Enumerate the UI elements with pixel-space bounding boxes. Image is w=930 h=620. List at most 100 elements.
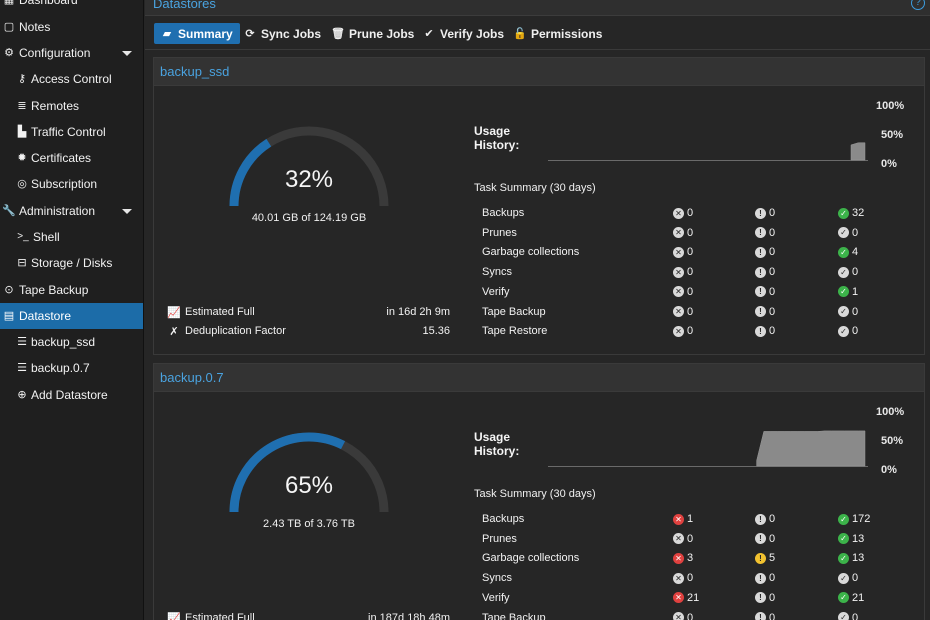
task-row[interactable]: Syncs ✕ 0 ! 0 ✓ 0 [474, 569, 914, 589]
datastore-header: backup.0.7 [154, 364, 924, 392]
datastore-header: backup_ssd [154, 58, 924, 86]
task-ok-count[interactable]: ✓ 0 [838, 612, 858, 620]
sidebar-item-subscription[interactable]: ◎ Subscription [0, 171, 143, 197]
task-error-count[interactable]: ✕ 21 [673, 592, 699, 604]
task-ok-count[interactable]: ✓ 4 [838, 246, 858, 258]
task-ok-count[interactable]: ✓ 32 [838, 207, 864, 219]
task-row[interactable]: Syncs ✕ 0! 0 ✓ 0 [474, 263, 914, 283]
task-error-count[interactable]: ✕ 0 [673, 306, 693, 318]
task-row[interactable]: Verify ✕ 21! 0 ✓ 21 [474, 589, 914, 609]
times-circle-icon: ✕ [673, 246, 684, 258]
tab-summary[interactable]: ▰ Summary [154, 23, 240, 44]
refresh-icon: ⟳ [245, 28, 255, 40]
sidebar-item-traffic-control[interactable]: ▙ Traffic Control [0, 119, 143, 145]
sidebar-item-tape-backup[interactable]: ⊙ Tape Backup [0, 277, 143, 303]
task-count-value: 0 [769, 226, 776, 239]
task-name: Syncs [482, 572, 512, 585]
task-row[interactable]: Tape Backup ✕ 0! 0 ✓ 0 [474, 609, 914, 620]
task-warning-count[interactable]: ! 0 [755, 572, 775, 584]
stat-label: Estimated Full [185, 612, 255, 620]
task-ok-count[interactable]: ✓ 1 [838, 286, 858, 298]
task-row[interactable]: Tape Restore ✕ 0! 0 ✓ 0 [474, 322, 914, 342]
task-error-count[interactable]: ✕ 0 [673, 227, 693, 239]
datastore-name[interactable]: backup_ssd [160, 64, 230, 79]
task-row[interactable]: Backups ✕ 1! 0 ✓ 172 [474, 510, 914, 530]
task-count-value: 0 [687, 532, 694, 545]
task-warning-count[interactable]: ! 0 [755, 325, 775, 337]
tab-sync-jobs[interactable]: ⟳ Sync Jobs [237, 23, 328, 44]
task-error-count[interactable]: ✕ 3 [673, 552, 693, 564]
sidebar-item-backup-0-7[interactable]: ☰ backup.0.7 [0, 355, 143, 381]
sidebar-item-datastore[interactable]: ▤ Datastore [0, 303, 143, 329]
sidebar-item-storage-disks[interactable]: ⊟ Storage / Disks [0, 250, 143, 276]
sidebar-item-administration[interactable]: 🔧 Administration [0, 198, 143, 224]
task-row[interactable]: Backups ✕ 0! 0 ✓ 32 [474, 204, 914, 224]
stat-label: Deduplication Factor [185, 325, 286, 337]
sidebar-item-configuration[interactable]: ⚙ Configuration [0, 40, 143, 66]
task-warning-count[interactable]: ! 0 [755, 533, 775, 545]
check-circle-icon: ✓ [838, 572, 849, 584]
sidebar-item-certificates[interactable]: ✹ Certificates [0, 145, 143, 171]
tab-permissions[interactable]: 🔓 Permissions [507, 23, 609, 44]
sidebar-item-dashboard[interactable]: ▦ Dashboard [0, 0, 143, 13]
check-circle-icon: ✓ [838, 266, 849, 278]
task-row[interactable]: Prunes ✕ 0! 0 ✓ 0 [474, 224, 914, 244]
task-name: Verify [482, 285, 510, 298]
sidebar-item-label: Configuration [19, 46, 91, 60]
task-warning-count[interactable]: ! 0 [755, 266, 775, 278]
task-warning-count[interactable]: ! 0 [755, 207, 775, 219]
chevron-down-icon[interactable] [122, 51, 132, 56]
datastore-name[interactable]: backup.0.7 [160, 370, 224, 385]
task-warning-count[interactable]: ! 0 [755, 612, 775, 620]
usage-history-chart [548, 102, 869, 164]
task-ok-count[interactable]: ✓ 0 [838, 325, 858, 337]
task-ok-count[interactable]: ✓ 13 [838, 533, 864, 545]
task-row[interactable]: Verify ✕ 0 ! 0 ✓ 1 [474, 283, 914, 303]
task-warning-count[interactable]: ! 0 [755, 592, 775, 604]
task-ok-count[interactable]: ✓ 21 [838, 592, 864, 604]
sidebar-item-shell[interactable]: >_ Shell [0, 224, 143, 250]
sidebar-item-label: backup.0.7 [31, 361, 90, 375]
task-count-value: 13 [852, 532, 865, 545]
task-row[interactable]: Tape Backup ✕ 0! 0 ✓ 0 [474, 303, 914, 323]
sidebar-item-backup-ssd[interactable]: ☰ backup_ssd [0, 329, 143, 355]
task-error-count[interactable]: ✕ 0 [673, 286, 693, 298]
question-circle-icon[interactable]: ? [911, 0, 925, 10]
task-ok-count[interactable]: ✓ 0 [838, 306, 858, 318]
sidebar-item-label: Administration [19, 204, 96, 218]
task-ok-count[interactable]: ✓ 0 [838, 227, 858, 239]
stat-value: in 16d 2h 9m [386, 306, 450, 318]
tab-verify-jobs[interactable]: ✔ Verify Jobs [416, 23, 511, 44]
task-error-count[interactable]: ✕ 0 [673, 246, 693, 258]
stat-row: ✗ Deduplication Factor 15.36 [168, 322, 450, 340]
task-error-count[interactable]: ✕ 0 [673, 612, 693, 620]
task-row[interactable]: Garbage collections ✕ 0! 0 ✓ 4 [474, 243, 914, 263]
task-row[interactable]: Prunes ✕ 0! 0 ✓ 13 [474, 530, 914, 550]
tab-prune-jobs[interactable]: 🗑 Prune Jobs [325, 23, 421, 44]
task-warning-count[interactable]: ! 0 [755, 246, 775, 258]
task-error-count[interactable]: ✕ 1 [673, 513, 693, 525]
task-error-count[interactable]: ✕ 0 [673, 266, 693, 278]
task-ok-count[interactable]: ✓ 0 [838, 266, 858, 278]
task-error-count[interactable]: ✕ 0 [673, 207, 693, 219]
task-error-count[interactable]: ✕ 0 [673, 533, 693, 545]
task-count-value: 0 [769, 246, 776, 259]
task-ok-count[interactable]: ✓ 0 [838, 572, 858, 584]
task-count-value: 172 [852, 513, 871, 525]
task-warning-count[interactable]: ! 5 [755, 552, 775, 564]
task-warning-count[interactable]: ! 0 [755, 513, 775, 525]
task-warning-count[interactable]: ! 0 [755, 286, 775, 298]
task-ok-count[interactable]: ✓ 172 [838, 513, 870, 525]
task-warning-count[interactable]: ! 0 [755, 227, 775, 239]
chevron-down-icon[interactable] [122, 209, 132, 214]
task-row[interactable]: Garbage collections ✕ 3! 5 ✓ 13 [474, 549, 914, 569]
unlock-icon: 🔓 [513, 28, 527, 40]
sidebar-item-access-control[interactable]: ⚷ Access Control [0, 66, 143, 92]
task-ok-count[interactable]: ✓ 13 [838, 552, 864, 564]
sidebar-item-notes[interactable]: ▢ Notes [0, 14, 143, 40]
sidebar-item-remotes[interactable]: ≣ Remotes [0, 93, 143, 119]
task-error-count[interactable]: ✕ 0 [673, 325, 693, 337]
sidebar-item-add-datastore[interactable]: ⊕ Add Datastore [0, 382, 143, 408]
task-error-count[interactable]: ✕ 0 [673, 572, 693, 584]
task-warning-count[interactable]: ! 0 [755, 306, 775, 318]
